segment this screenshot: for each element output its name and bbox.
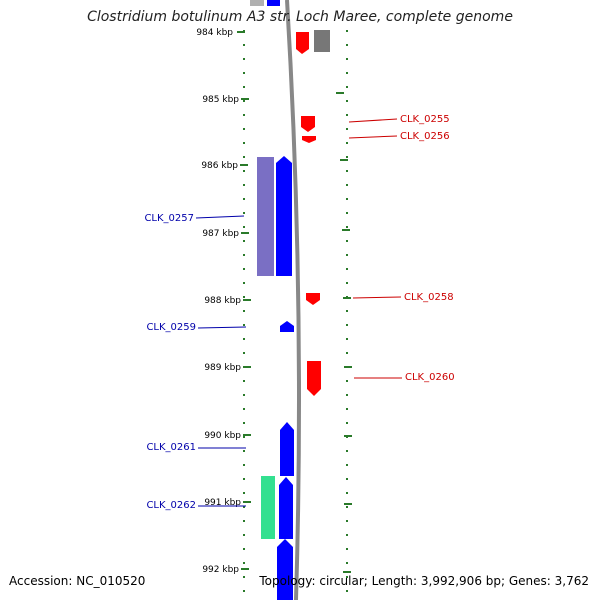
gene-label-clk-0259[interactable]: CLK_0259 xyxy=(146,322,196,333)
partial-gene-red-top xyxy=(296,32,309,54)
connector-clk-0258 xyxy=(352,296,402,299)
gene-clk-0256[interactable] xyxy=(302,136,316,143)
gene-clk-0259[interactable] xyxy=(280,321,294,332)
gene-label-clk-0258[interactable]: CLK_0258 xyxy=(404,292,454,303)
ruler: 984 kbp 985 kbp 986 kbp 987 kbp 988 kbp … xyxy=(196,28,251,575)
gene-clk-0261[interactable] xyxy=(280,422,294,476)
gene-partial-bottom xyxy=(277,539,293,600)
ruler-label: 984 kbp xyxy=(196,28,233,38)
gene-clk-0260[interactable] xyxy=(307,361,321,396)
gene-clk-0257[interactable] xyxy=(276,156,292,276)
gene-label-clk-0257[interactable]: CLK_0257 xyxy=(144,213,194,224)
genome-title: Clostridium botulinum A3 str. Loch Maree… xyxy=(87,9,513,25)
gene-clk-0258[interactable] xyxy=(306,293,320,305)
gene-clk-0262[interactable] xyxy=(279,477,293,539)
ruler-label: 986 kbp xyxy=(201,161,238,171)
gene-clk-0262-rna xyxy=(261,476,275,539)
topology-text: Topology: circular; Length: 3,992,906 bp… xyxy=(259,574,589,588)
partial-feature-grey xyxy=(250,0,264,6)
ruler-label: 992 kbp xyxy=(202,565,239,575)
gene-clk-0255[interactable] xyxy=(301,116,315,132)
connector-clk-0255 xyxy=(348,118,398,123)
right-ticks xyxy=(336,92,352,573)
ruler-label: 989 kbp xyxy=(204,363,241,373)
accession-text: Accession: NC_010520 xyxy=(9,574,146,588)
gene-label-clk-0261[interactable]: CLK_0261 xyxy=(146,442,196,453)
partial-feature-blue xyxy=(267,0,280,6)
ruler-label: 985 kbp xyxy=(202,95,239,105)
connector-clk-0256 xyxy=(348,135,398,139)
connector-clk-0257 xyxy=(195,215,245,219)
gene-label-clk-0260[interactable]: CLK_0260 xyxy=(405,372,455,383)
partial-feature-grey-right xyxy=(314,30,330,52)
gene-label-clk-0256[interactable]: CLK_0256 xyxy=(400,131,450,142)
ruler-label: 991 kbp xyxy=(204,498,241,508)
genome-backbone xyxy=(285,0,301,600)
ruler-label: 988 kbp xyxy=(204,296,241,306)
gene-clk-0257-shadow xyxy=(257,157,274,276)
ruler-label: 987 kbp xyxy=(202,229,239,239)
ruler-label: 990 kbp xyxy=(204,431,241,441)
gene-label-clk-0262[interactable]: CLK_0262 xyxy=(146,500,196,511)
gene-label-clk-0255[interactable]: CLK_0255 xyxy=(400,114,450,125)
connector-clk-0259 xyxy=(197,326,247,329)
